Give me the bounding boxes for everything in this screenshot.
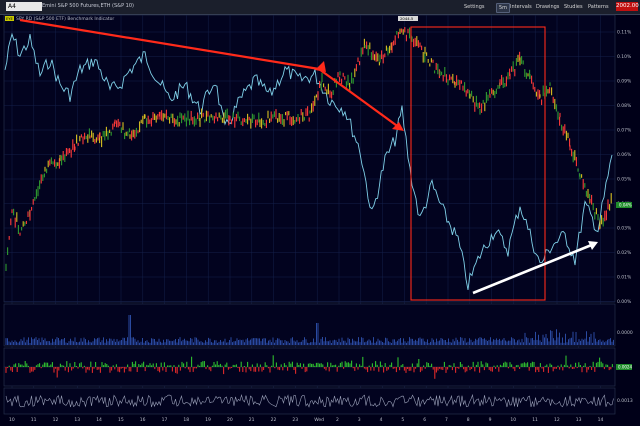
- time-tick-label: 20: [227, 417, 233, 423]
- price-tick-label: 0.11%: [617, 30, 632, 36]
- price-tick-label: 0.03%: [617, 226, 632, 232]
- time-tick-label: 14: [598, 417, 604, 423]
- time-tick-label: 23: [292, 417, 298, 423]
- time-tick-label: 19: [205, 417, 211, 423]
- time-tick-label: 7: [445, 417, 448, 423]
- price-tick-label: 0.05%: [617, 177, 632, 183]
- studies-button[interactable]: Studies: [564, 4, 583, 10]
- time-tick-label: 10: [510, 417, 516, 423]
- time-axis: 10 11 12 13 14 15 16 17 18 19 20 21 22 23 Wed 2 3 4 5 6 7 8 9 1…: [9, 417, 603, 423]
- histogram-value-marker: [616, 364, 632, 370]
- time-tick-label: Wed: [314, 417, 324, 423]
- price-bars: [5, 27, 612, 271]
- divergence-box-annotation[interactable]: [410, 26, 546, 301]
- symbol-input[interactable]: A4: [6, 2, 42, 11]
- time-tick-label: 4: [380, 417, 383, 423]
- oscillator-panel-value: 0.0013: [617, 398, 633, 404]
- time-tick-label: 13: [576, 417, 582, 423]
- time-tick-label: 17: [162, 417, 168, 423]
- chart-toolbar: A4 Emini S&P 500 Futures,ETH (S&P 10) Se…: [0, 0, 640, 15]
- volume-panel-value: 0.0000: [617, 330, 633, 336]
- time-tick-label: 18: [183, 417, 189, 423]
- white-arrow-head: [588, 241, 598, 250]
- right-price-axis: 0.11% 0.10% 0.09% 0.08% 0.07% 0.06% 0.05% 0.04%…: [617, 30, 632, 306]
- chart-title: Emini S&P 500 Futures,ETH (S&P 10): [42, 3, 134, 9]
- time-tick-label: 12: [53, 417, 59, 423]
- volume-bars: [5, 315, 614, 345]
- vertical-gridlines: [11, 15, 601, 414]
- price-tick-label: 0.01%: [617, 275, 632, 281]
- red-arrow-head-1: [315, 61, 326, 72]
- time-tick-label: 9: [489, 417, 492, 423]
- legend-badge: [5, 16, 14, 21]
- time-tick-label: 16: [140, 417, 146, 423]
- time-tick-label: 2: [336, 417, 339, 423]
- red-trend-line[interactable]: [19, 18, 320, 71]
- price-tick-label: 0.08%: [617, 103, 632, 109]
- time-tick-label: 5: [401, 417, 404, 423]
- red-arrow-head-2: [392, 122, 404, 131]
- patterns-button[interactable]: Patterns: [588, 4, 609, 10]
- time-tick-label: 6: [423, 417, 426, 423]
- price-tick-label: 0.02%: [617, 250, 632, 256]
- histogram-panel-value: 0.0024: [618, 365, 632, 370]
- settings-button[interactable]: Settings: [464, 4, 485, 10]
- histogram-bars: [5, 355, 613, 379]
- time-tick-label: 11: [532, 417, 538, 423]
- time-tick-label: 13: [74, 417, 80, 423]
- price-tick-label: 0.09%: [617, 79, 632, 85]
- price-tag-text: 2044.5: [400, 16, 414, 21]
- legend-text: SPY RD (S&P 500 ETF) Benchmark Indicator: [16, 16, 114, 22]
- time-tick-label: 11: [31, 417, 37, 423]
- time-tick-label: 12: [554, 417, 560, 423]
- white-trend-arrow[interactable]: [472, 242, 595, 295]
- time-tick-label: 22: [271, 417, 277, 423]
- indicator-line: [4, 32, 613, 290]
- main-price-panel[interactable]: [3, 14, 616, 303]
- time-tick-label: 10: [9, 417, 15, 423]
- interval-button[interactable]: 5m: [496, 3, 511, 13]
- last-price-badge: 2002.00: [616, 2, 639, 11]
- time-tick-label: 8: [467, 417, 470, 423]
- price-tick-label: 0.07%: [617, 128, 632, 134]
- price-tick-label: 0.10%: [617, 54, 632, 60]
- red-trend-line-2[interactable]: [318, 68, 401, 129]
- price-tick-label: 0.00%: [617, 299, 632, 305]
- time-tick-label: 3: [358, 417, 361, 423]
- intervals-button[interactable]: Intervals: [510, 4, 532, 10]
- current-value-text: 0.04%: [619, 203, 632, 208]
- time-tick-label: 15: [118, 417, 124, 423]
- time-tick-label: 14: [96, 417, 102, 423]
- drawings-button[interactable]: Drawings: [536, 4, 560, 10]
- oscillator-line: [5, 393, 614, 408]
- current-value-marker: [616, 202, 632, 208]
- price-tick-label: 0.06%: [617, 152, 632, 158]
- time-tick-label: 21: [249, 417, 255, 423]
- oscillator-panel[interactable]: [3, 387, 616, 415]
- legend-badge-text: EYE: [6, 17, 13, 21]
- price-tag-marker: [398, 16, 418, 21]
